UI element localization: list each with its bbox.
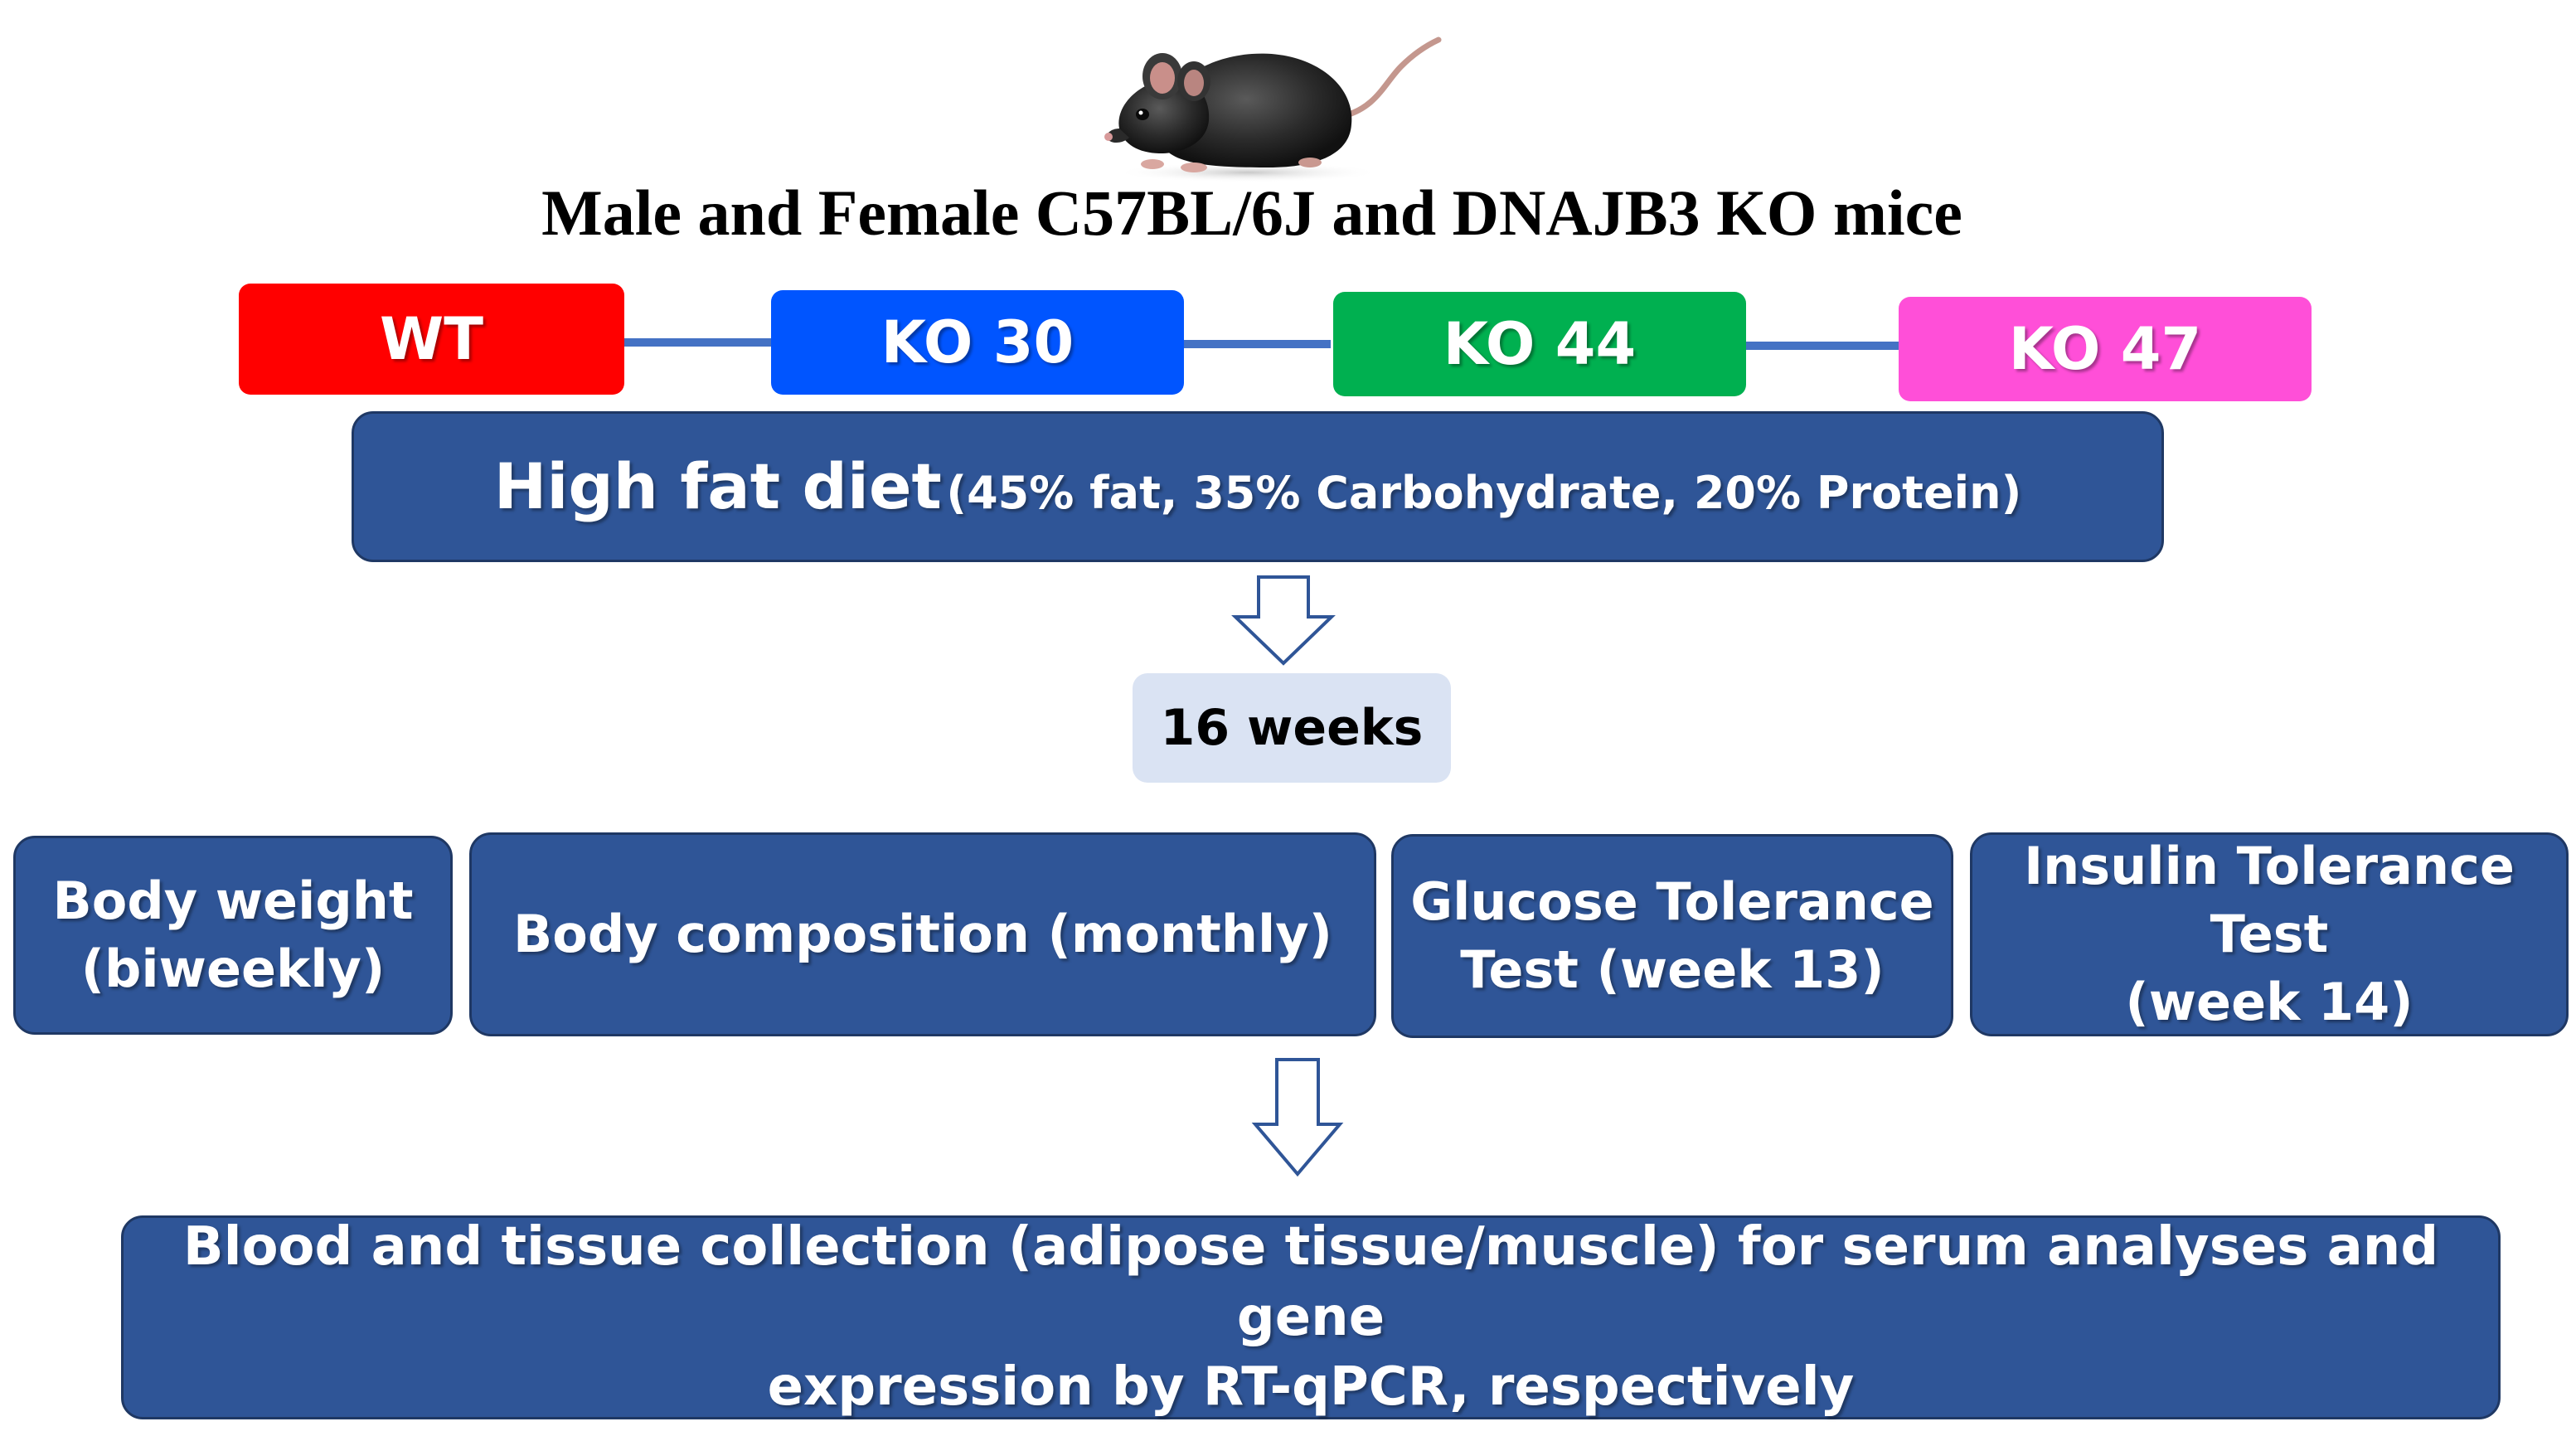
connector-line [623, 338, 773, 347]
group-label: KO 44 [1443, 310, 1637, 378]
group-ko-44: KO 44 [1333, 292, 1746, 396]
measure-line1: Insulin Tolerance Test [2024, 836, 2515, 965]
group-label: KO 30 [880, 308, 1075, 376]
group-label: KO 47 [2008, 315, 2202, 383]
collection-line2: expression by RT-qPCR, respectively [767, 1356, 1855, 1419]
measure-body-composition: Body composition (monthly) [469, 832, 1376, 1036]
connector-line [1745, 342, 1899, 350]
group-label: WT [380, 305, 483, 373]
measure-line2: (biweekly) [80, 939, 386, 999]
mouse-icon [1104, 36, 1442, 182]
collection-line1: Blood and tissue collection (adipose tis… [182, 1216, 2439, 1348]
measure-line1: Glucose Tolerance [1410, 871, 1934, 933]
connector-line [1181, 340, 1331, 348]
measure-line2: (week 14) [2125, 971, 2413, 1032]
duration-box: 16 weeks [1133, 673, 1451, 783]
measure-body-weight: Body weight (biweekly) [13, 836, 453, 1035]
down-arrow-icon [1231, 575, 1336, 666]
diagram-title: Male and Female C57BL/6J and DNAJB3 KO m… [541, 177, 1962, 249]
group-ko-30: KO 30 [771, 290, 1184, 395]
diet-main: High fat diet [493, 449, 942, 523]
duration-label: 16 weeks [1160, 699, 1424, 757]
measure-line1: Body weight [52, 871, 414, 932]
measure-line2: Test (week 13) [1460, 939, 1885, 1000]
group-ko-47: KO 47 [1899, 297, 2312, 401]
diet-detail: (45% fat, 35% Carbohydrate, 20% Protein) [946, 466, 2022, 519]
down-arrow-icon [1251, 1058, 1344, 1177]
measure-line1: Body composition (monthly) [513, 904, 1332, 965]
measure-insulin-tolerance: Insulin Tolerance Test (week 14) [1970, 832, 2569, 1036]
measure-glucose-tolerance: Glucose Tolerance Test (week 13) [1391, 834, 1953, 1038]
diet-box: High fat diet (45% fat, 35% Carbohydrate… [352, 411, 2164, 562]
group-wt: WT [239, 284, 624, 395]
collection-box: Blood and tissue collection (adipose tis… [121, 1215, 2501, 1419]
